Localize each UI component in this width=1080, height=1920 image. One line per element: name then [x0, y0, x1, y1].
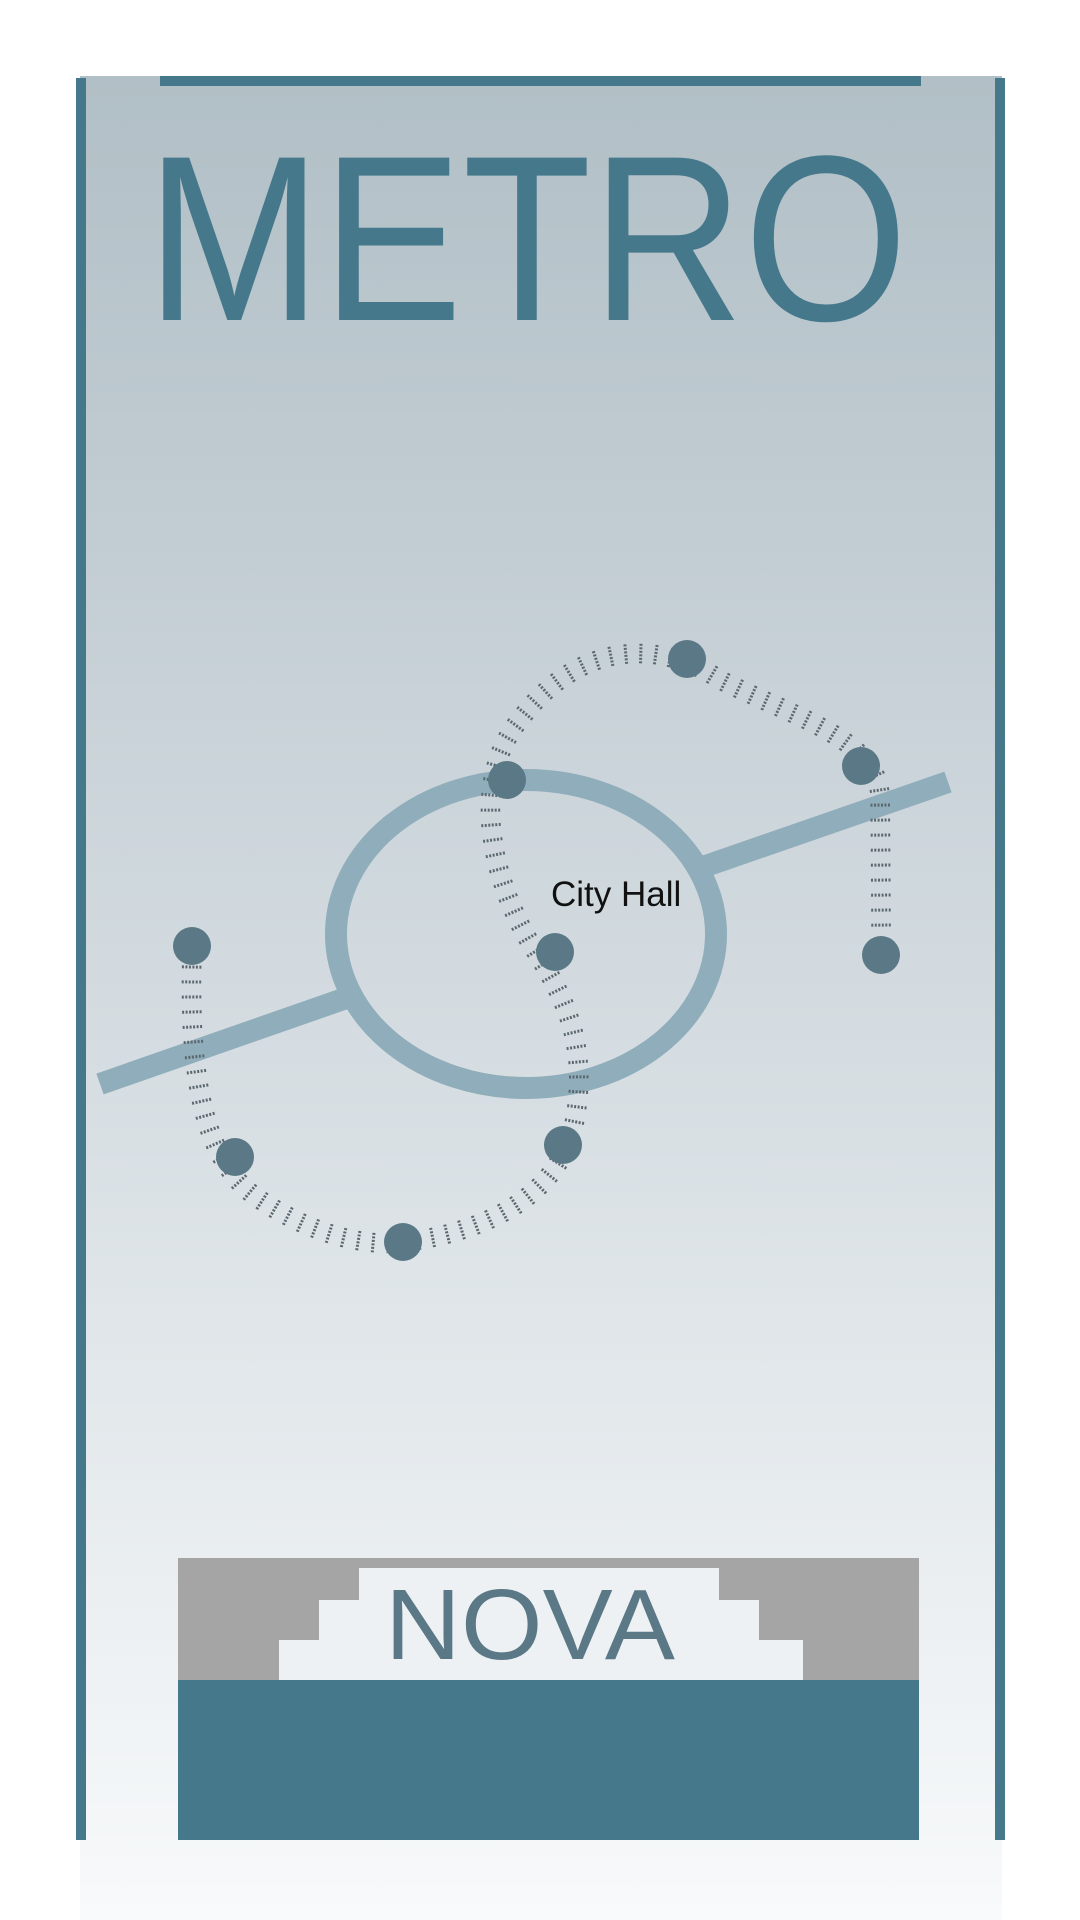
frame-right-bar	[995, 78, 1005, 1840]
station-label-city-hall: City Hall	[551, 875, 681, 914]
poster-title: METRO	[146, 107, 908, 371]
frame-top-bar	[160, 76, 921, 86]
badge-blue-panel	[178, 1680, 919, 1840]
station-dot	[544, 1126, 582, 1164]
station-dot	[668, 640, 706, 678]
station-dot	[842, 747, 880, 785]
brand-badge: NOVA	[178, 1558, 919, 1840]
station-dot	[384, 1223, 422, 1261]
station-dot	[488, 761, 526, 799]
frame-left-bar	[76, 78, 86, 1840]
station-dot	[862, 936, 900, 974]
station-dot	[173, 927, 211, 965]
brand-name: NOVA	[385, 1569, 675, 1681]
stations	[173, 640, 900, 1261]
station-dot	[536, 933, 574, 971]
badge-stepped-cutout	[279, 1568, 803, 1680]
station-dot	[216, 1138, 254, 1176]
diagonal-metro-line	[96, 771, 952, 1095]
